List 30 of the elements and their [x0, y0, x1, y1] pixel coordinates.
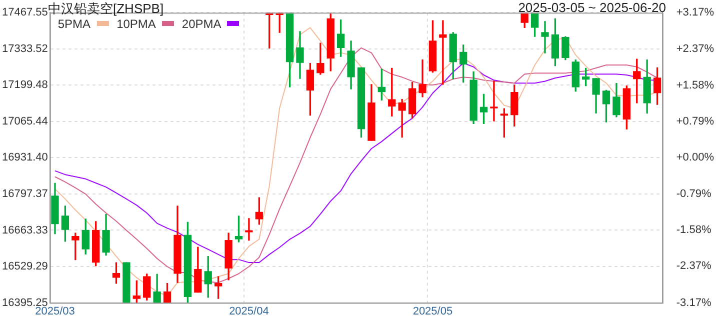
x-tick-label: 2025/05: [412, 305, 453, 318]
candlestick: [398, 99, 406, 138]
legend-label: 20PMA: [182, 16, 222, 31]
y2-tick-label: -2.37%: [676, 260, 712, 272]
y-tick-label: 17199.48: [2, 79, 48, 92]
candlestick: [245, 218, 253, 241]
chart-title: 中汉铅卖空[ZHSPB]: [48, 0, 164, 18]
y2-tick-label: +0.00%: [676, 152, 714, 164]
y-tick-label: 17467.55: [2, 6, 48, 19]
y2-tick-label: -1.58%: [676, 224, 712, 236]
candlestick: [541, 21, 549, 54]
y2-tick-label: +3.17%: [676, 6, 714, 19]
y2-tick-label: +1.58%: [676, 79, 714, 92]
y-tick-label: 16529.29: [2, 260, 48, 273]
y2-tick-label: +2.37%: [676, 43, 714, 56]
y-tick-label: 16931.40: [2, 152, 48, 164]
y-tick-label: 17065.44: [2, 115, 48, 128]
y-tick-label: 17333.52: [2, 42, 48, 55]
x-tick-label: 2025/04: [229, 305, 269, 318]
legend-label: 5PMA: [58, 16, 91, 31]
candlestick: [418, 60, 426, 98]
y2-tick-label: -0.79%: [676, 188, 712, 200]
candlestick: [490, 80, 498, 122]
legend-label: 10PMA: [116, 16, 156, 31]
y-tick-label: 16663.33: [2, 224, 48, 236]
y2-tick-label: -3.17%: [676, 296, 712, 309]
x-tick-label: 2025/03: [35, 305, 75, 318]
y2-tick-label: +0.79%: [676, 116, 714, 128]
y-tick-label: 16797.37: [2, 188, 48, 200]
chart-subtitle: 2025-03-05 ~ 2025-06-20: [518, 0, 666, 15]
